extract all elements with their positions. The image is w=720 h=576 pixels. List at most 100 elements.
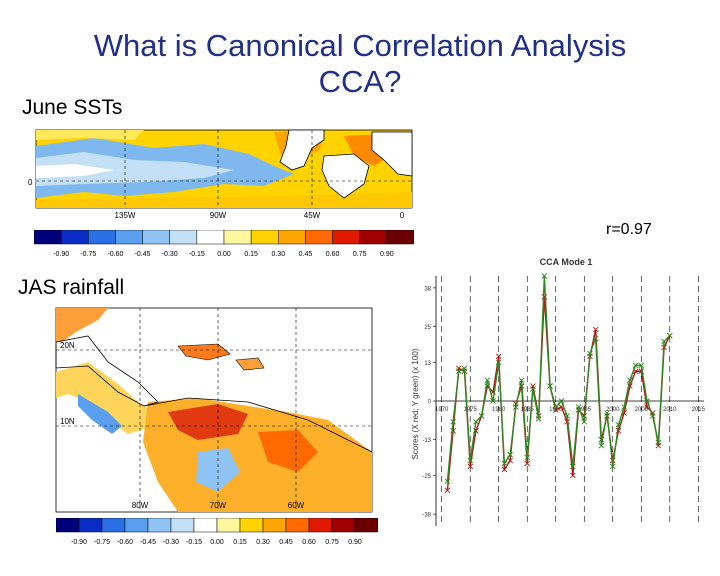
sst-lon-tick: 135W	[115, 211, 136, 220]
title-line-1: What is Canonical Correlation Analysis	[93, 28, 627, 63]
chart-point-y	[655, 439, 662, 446]
chart-xtick-label: 1975	[464, 407, 478, 413]
rain-lat-tick: 20N	[60, 341, 75, 350]
chart-point-y	[615, 421, 622, 428]
chart-ytick-label: 25	[424, 325, 431, 331]
colorbar-tick-label: 0.60	[302, 539, 316, 546]
rain-lon-tick: 70W	[210, 501, 227, 510]
colorbar-swatch	[196, 230, 225, 245]
chart-ytick-label: 0	[428, 400, 432, 406]
chart-point-y	[461, 365, 468, 372]
chart-point-y	[541, 273, 548, 279]
chart-ytick-label: -13	[422, 438, 431, 444]
chart-point-y	[490, 398, 496, 404]
chart-point-y	[638, 362, 645, 369]
cca-mode-chart: CCA Mode 1 Scores (X red; Y green) (x 10…	[411, 257, 706, 526]
chart-xtick-label: 2015	[692, 407, 706, 413]
colorbar-swatch	[305, 230, 333, 245]
chart-point-y	[484, 377, 491, 383]
chart-point-y	[467, 457, 474, 464]
sst-southern-band	[36, 192, 412, 208]
chart-point-y	[444, 478, 451, 485]
colorbar-tick-label: -0.15	[186, 539, 202, 546]
colorbar-swatch	[78, 518, 103, 533]
chart-point-y	[649, 413, 656, 419]
colorbar-tick-label: 0.15	[244, 251, 258, 258]
chart-point-y	[661, 338, 667, 345]
chart-point-y	[632, 362, 639, 369]
colorbar-tick-label: 0.90	[348, 539, 362, 546]
chart-point-y	[535, 416, 542, 422]
chart-series-line-x	[446, 296, 671, 491]
chart-xtick-label: 1980	[492, 407, 506, 413]
chart-point-x	[467, 463, 474, 470]
sst-lon-tick: 0	[400, 211, 405, 220]
colorbar-tick-label: -0.75	[80, 251, 96, 258]
rain-lat-tick: 10N	[60, 417, 75, 426]
jas-rainfall-label: JAS rainfall	[18, 276, 125, 299]
chart-xtick-label: 2010	[663, 407, 677, 413]
chart-series-line-y	[446, 275, 671, 482]
colorbar-swatch	[115, 230, 143, 245]
rain-anomaly-cuba	[177, 343, 231, 361]
chart-point-y	[478, 413, 485, 419]
chart-point-y	[581, 419, 588, 425]
chart-point-x	[592, 326, 599, 333]
colorbar-swatch	[354, 518, 378, 533]
colorbar-tick-label: 0.75	[325, 539, 339, 546]
sst-land-south-america	[321, 153, 370, 199]
sst-lon-tick: 90W	[210, 211, 227, 220]
chart-xtick-label: 1985	[521, 407, 535, 413]
chart-point-y	[507, 451, 513, 458]
chart-ytick-label: -25	[422, 474, 431, 480]
chart-ylabel: Scores (X red; Y green) (x 100)	[411, 348, 420, 459]
chart-point-y	[627, 377, 633, 383]
chart-ytick-label: 38	[424, 286, 431, 292]
rain-coastline-south-america	[143, 397, 373, 453]
chart-point-y	[575, 404, 582, 410]
chart-point-y	[513, 404, 519, 410]
chart-point-y	[455, 368, 462, 375]
colorbar-tick-label: -0.90	[53, 251, 69, 258]
colorbar-swatch	[101, 518, 126, 533]
colorbar-swatch	[239, 518, 264, 533]
colorbar-swatch	[262, 518, 287, 533]
colorbar-swatch	[60, 230, 89, 245]
chart-point-x	[507, 457, 513, 464]
chart-point-y	[604, 410, 610, 416]
chart-point-y	[473, 419, 479, 425]
colorbar-tick-label: 0.30	[271, 251, 285, 258]
chart-point-y	[518, 377, 525, 383]
rain-coastline-central-america	[55, 335, 159, 407]
rain-anomaly-central-america	[56, 362, 158, 434]
sst-warm-band	[36, 130, 144, 140]
colorbar-swatch	[34, 230, 62, 245]
colorbar-tick-label: 0.00	[217, 251, 231, 258]
chart-point-y	[570, 463, 576, 470]
chart-point-y	[592, 335, 599, 342]
rainfall-colorbar: -0.90 -0.75 -0.60 -0.45 -0.30 -0.15 0.00 0.15 0.…	[56, 518, 378, 546]
colorbar-swatch	[250, 230, 279, 245]
june-ssts-label: June SSTs	[22, 96, 123, 119]
sst-colorbar: -0.90 -0.75 -0.60 -0.45 -0.30 -0.15 0.00 0.15 0.…	[34, 230, 414, 258]
rainfall-map: 20N 10N 80W 70W 60W	[55, 307, 373, 513]
rain-lon-tick: 80W	[132, 501, 149, 510]
rain-lon-tick: 60W	[288, 501, 305, 510]
colorbar-tick-label: -0.45	[140, 539, 156, 546]
chart-point-x	[495, 353, 502, 360]
sst-lat-tick: 0	[28, 178, 33, 187]
chart-point-y	[450, 419, 456, 425]
colorbar-tick-label: 0.30	[256, 539, 270, 546]
sst-map: 0 135W 90W 45W 0	[28, 129, 413, 220]
chart-point-y	[666, 332, 673, 339]
colorbar-swatch	[223, 230, 252, 245]
chart-point-y	[552, 404, 559, 410]
colorbar-swatch	[331, 518, 356, 533]
rain-anomaly-guiana	[258, 430, 318, 472]
chart-point-x	[501, 466, 508, 473]
chart-ytick-label: -38	[422, 513, 431, 519]
colorbar-swatch	[359, 230, 388, 245]
chart-point-x	[570, 472, 576, 479]
rain-anomaly-hispaniola	[235, 357, 265, 371]
colorbar-tick-label: -0.60	[107, 251, 123, 258]
